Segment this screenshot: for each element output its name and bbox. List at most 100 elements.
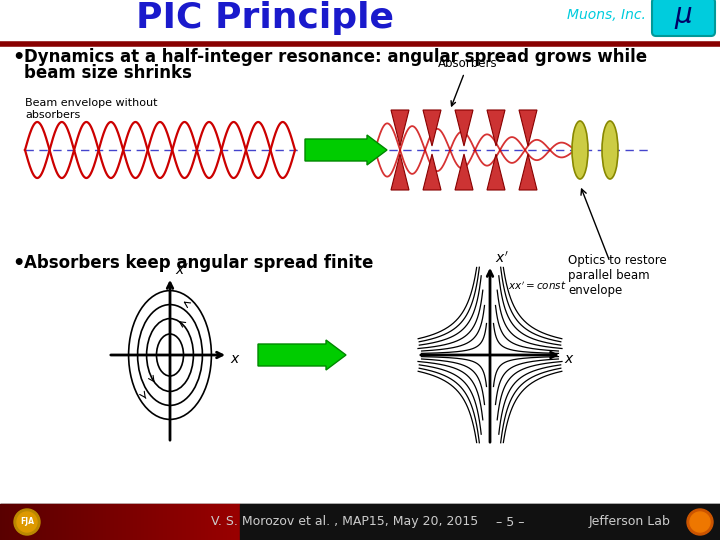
Text: FJA: FJA: [20, 517, 34, 526]
Bar: [158, 504, 159, 540]
Bar: [192, 504, 193, 540]
Bar: [206, 504, 207, 540]
Bar: [138, 504, 139, 540]
Bar: [0, 504, 1, 540]
Bar: [179, 504, 180, 540]
Bar: [121, 504, 122, 540]
Bar: [55, 504, 56, 540]
Bar: [142, 504, 143, 540]
Polygon shape: [423, 154, 441, 190]
Bar: [70, 504, 71, 540]
Bar: [168, 504, 169, 540]
Bar: [108, 504, 109, 540]
Bar: [188, 504, 189, 540]
Bar: [53, 504, 54, 540]
Bar: [197, 504, 198, 540]
Bar: [129, 504, 130, 540]
Bar: [17, 504, 18, 540]
Text: – 5 –: – 5 –: [496, 516, 524, 529]
Text: Beam envelope without
absorbers: Beam envelope without absorbers: [25, 98, 158, 119]
Circle shape: [690, 512, 710, 532]
Circle shape: [17, 512, 37, 532]
Bar: [53, 504, 55, 540]
Polygon shape: [487, 154, 505, 190]
Bar: [73, 504, 74, 540]
Bar: [134, 504, 135, 540]
Bar: [136, 504, 137, 540]
Text: •: •: [12, 48, 24, 67]
Bar: [153, 504, 155, 540]
Bar: [31, 504, 32, 540]
Bar: [20, 504, 21, 540]
Bar: [85, 504, 86, 540]
Bar: [127, 504, 128, 540]
Text: $x'$: $x'$: [175, 263, 189, 278]
Bar: [114, 504, 115, 540]
Bar: [144, 504, 145, 540]
Text: Optics to restore
parallel beam
envelope: Optics to restore parallel beam envelope: [568, 254, 667, 297]
Bar: [213, 504, 214, 540]
FancyArrow shape: [305, 135, 387, 165]
Bar: [225, 504, 227, 540]
Bar: [66, 504, 67, 540]
Bar: [117, 504, 119, 540]
Bar: [13, 504, 14, 540]
Bar: [223, 504, 224, 540]
Bar: [115, 504, 116, 540]
Text: Absorbers: Absorbers: [438, 57, 498, 106]
Bar: [72, 504, 73, 540]
Bar: [1, 504, 2, 540]
Bar: [224, 504, 225, 540]
Bar: [209, 504, 210, 540]
Bar: [16, 504, 17, 540]
Bar: [45, 504, 47, 540]
Bar: [151, 504, 152, 540]
Text: PIC Principle: PIC Principle: [136, 1, 394, 35]
Bar: [71, 504, 72, 540]
Polygon shape: [455, 154, 473, 190]
Bar: [77, 504, 78, 540]
Bar: [120, 504, 121, 540]
Bar: [233, 504, 235, 540]
Bar: [101, 504, 102, 540]
Bar: [152, 504, 153, 540]
Bar: [27, 504, 28, 540]
Bar: [29, 504, 30, 540]
Bar: [19, 504, 20, 540]
Bar: [161, 504, 162, 540]
Bar: [140, 504, 141, 540]
Bar: [81, 504, 83, 540]
Bar: [43, 504, 44, 540]
Bar: [87, 504, 88, 540]
Bar: [220, 504, 221, 540]
Bar: [62, 504, 63, 540]
Bar: [37, 504, 38, 540]
Bar: [86, 504, 87, 540]
Bar: [57, 504, 58, 540]
Polygon shape: [487, 110, 505, 146]
Bar: [22, 504, 23, 540]
Bar: [211, 504, 212, 540]
Bar: [148, 504, 149, 540]
Bar: [185, 504, 186, 540]
Bar: [125, 504, 126, 540]
Bar: [143, 504, 144, 540]
Bar: [182, 504, 184, 540]
Bar: [166, 504, 167, 540]
Bar: [111, 504, 112, 540]
Bar: [89, 504, 91, 540]
Bar: [214, 504, 215, 540]
Bar: [38, 504, 40, 540]
Bar: [122, 504, 123, 540]
Bar: [200, 504, 201, 540]
Bar: [204, 504, 206, 540]
Bar: [194, 504, 195, 540]
Bar: [26, 504, 27, 540]
Text: $\mu$: $\mu$: [674, 3, 693, 31]
Bar: [125, 504, 127, 540]
Bar: [93, 504, 94, 540]
Bar: [113, 504, 114, 540]
Text: V. S. Morozov et al. , MAP15, May 20, 2015: V. S. Morozov et al. , MAP15, May 20, 20…: [212, 516, 479, 529]
Bar: [75, 504, 76, 540]
Bar: [52, 504, 53, 540]
